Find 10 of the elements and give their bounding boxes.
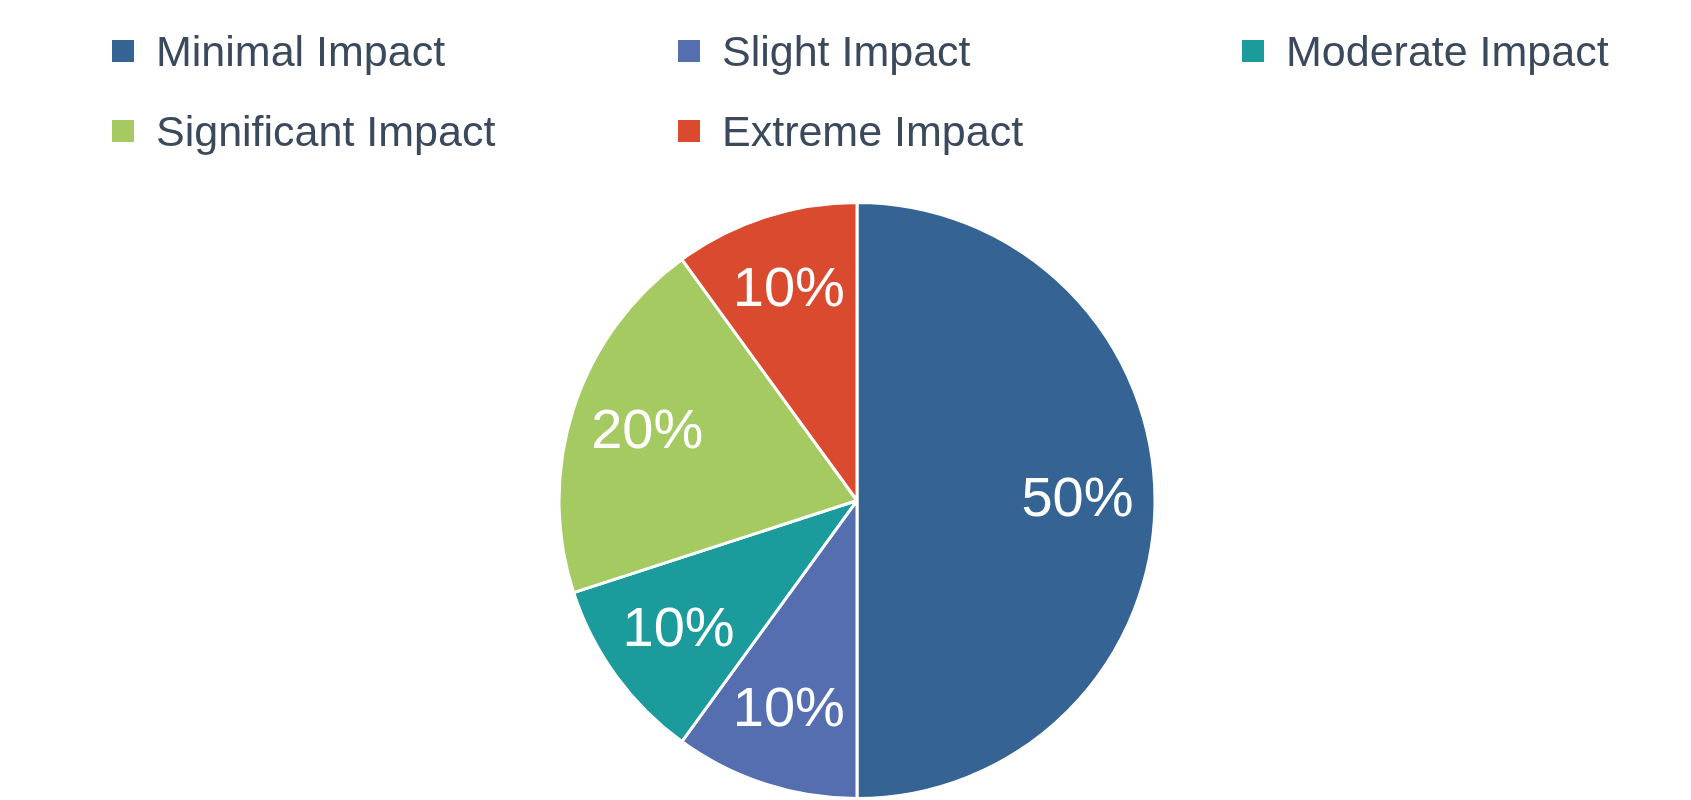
data-label: 50% — [1021, 464, 1134, 528]
data-label: 10% — [622, 594, 735, 658]
data-label: 20% — [591, 396, 704, 460]
legend-label: Minimal Impact — [156, 26, 446, 76]
data-label: 10% — [732, 674, 845, 738]
legend-label: Extreme Impact — [722, 106, 1024, 156]
legend-label: Moderate Impact — [1286, 26, 1609, 76]
data-label: 10% — [732, 255, 845, 319]
legend-label: Slight Impact — [722, 26, 971, 76]
legend-label: Significant Impact — [156, 106, 496, 156]
